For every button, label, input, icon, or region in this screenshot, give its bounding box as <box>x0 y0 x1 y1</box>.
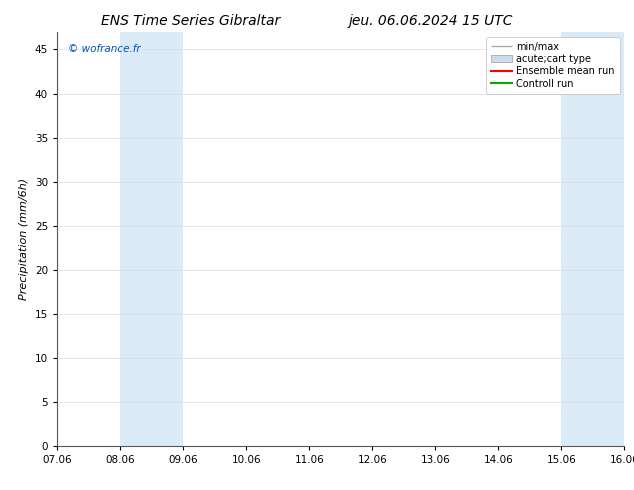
Y-axis label: Precipitation (mm/6h): Precipitation (mm/6h) <box>19 178 29 300</box>
Bar <box>120 32 183 446</box>
Text: jeu. 06.06.2024 15 UTC: jeu. 06.06.2024 15 UTC <box>349 14 514 28</box>
Legend: min/max, acute;cart type, Ensemble mean run, Controll run: min/max, acute;cart type, Ensemble mean … <box>486 37 619 94</box>
Bar <box>562 32 624 446</box>
Text: ENS Time Series Gibraltar: ENS Time Series Gibraltar <box>101 14 280 28</box>
Text: © wofrance.fr: © wofrance.fr <box>68 44 141 54</box>
